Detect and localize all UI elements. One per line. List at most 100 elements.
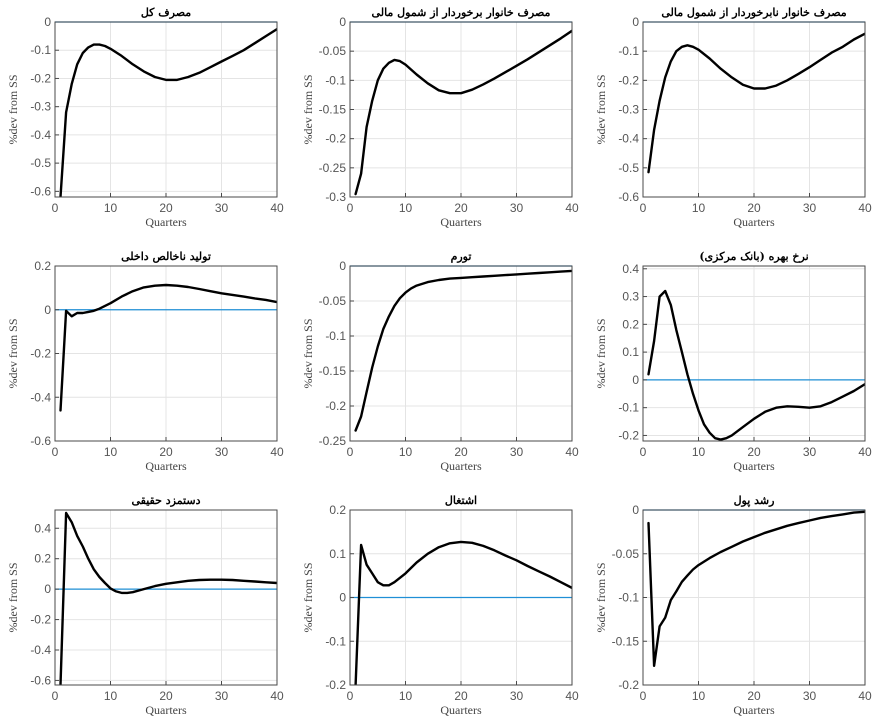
- y-tick-label: 0.1: [329, 547, 346, 561]
- x-tick-label: 40: [565, 689, 579, 703]
- panel-title: اشتغال: [445, 494, 477, 507]
- panel-title: رشد پول: [734, 494, 775, 507]
- y-tick-label: 0.2: [329, 503, 346, 517]
- y-tick-label: -0.1: [325, 329, 346, 343]
- y-tick-label: -0.15: [612, 634, 640, 648]
- x-tick-label: 0: [640, 201, 647, 215]
- x-tick-label: 30: [510, 445, 524, 459]
- y-tick-label: 0.4: [34, 521, 51, 535]
- x-tick-label: 20: [454, 201, 468, 215]
- panel-title: نرخ بهره (بانک مرکزی): [699, 250, 808, 263]
- x-tick-label: 20: [747, 445, 761, 459]
- y-tick-label: -0.4: [618, 132, 639, 146]
- x-axis-label: Quarters: [733, 215, 775, 229]
- x-tick-label: 40: [858, 201, 872, 215]
- panel-title: مصرف کل: [141, 6, 191, 19]
- x-tick-label: 20: [454, 445, 468, 459]
- y-tick-label: -0.2: [618, 678, 639, 692]
- y-tick-label: -0.6: [30, 673, 51, 687]
- y-tick-label: 0.4: [622, 262, 639, 276]
- y-tick-label: -0.2: [325, 399, 346, 413]
- y-tick-label: 0: [632, 503, 639, 517]
- y-tick-label: 0: [632, 373, 639, 387]
- panel-5: 0 10 20 30 40 0 -0.05 -0.1 -0.15 -0.2 -0.25 تورم Qua…: [301, 250, 579, 473]
- y-tick-label: 0.1: [622, 345, 639, 359]
- y-axis-label: %dev from SS: [6, 319, 20, 389]
- panel-title: مصرف خانوار نابرخوردار از شمول مالی: [661, 6, 846, 19]
- panel-4: 0 10 20 30 40 0.2 0 -0.2 -0.4 -0.6 تولید ناخالص دا…: [6, 250, 284, 473]
- x-tick-label: 10: [692, 445, 706, 459]
- x-tick-label: 0: [640, 689, 647, 703]
- x-axis-label: Quarters: [440, 215, 482, 229]
- series-line: [354, 540, 572, 685]
- series-line: [59, 511, 277, 685]
- panel-7: 0 10 20 30 40 0.4 0.2 0 -0.2 -0.4 -0.6 دستمزد حقیقی…: [6, 494, 284, 717]
- y-tick-label: -0.1: [618, 401, 639, 415]
- x-tick-label: 0: [347, 201, 354, 215]
- series-line: [354, 269, 572, 432]
- x-tick-label: 10: [692, 689, 706, 703]
- y-tick-label: 0.2: [622, 317, 639, 331]
- panel-9: 0 10 20 30 40 0 -0.05 -0.1 -0.15 -0.2 رشد پول Quart…: [594, 494, 872, 717]
- x-tick-label: 40: [270, 689, 284, 703]
- y-tick-label: -0.25: [319, 161, 347, 175]
- series-line: [647, 510, 865, 667]
- x-axis-label: Quarters: [145, 215, 187, 229]
- x-tick-label: 40: [858, 445, 872, 459]
- x-tick-label: 40: [270, 201, 284, 215]
- y-tick-label: -0.2: [618, 428, 639, 442]
- x-tick-label: 10: [104, 445, 118, 459]
- series-line: [354, 29, 572, 196]
- x-tick-label: 0: [347, 445, 354, 459]
- x-tick-label: 30: [803, 201, 817, 215]
- x-tick-label: 0: [52, 445, 59, 459]
- y-tick-label: 0.2: [34, 552, 51, 566]
- y-tick-label: -0.05: [319, 44, 347, 58]
- x-axis-label: Quarters: [733, 703, 775, 717]
- y-tick-label: -0.5: [618, 161, 639, 175]
- x-tick-label: 0: [347, 689, 354, 703]
- y-tick-label: -0.3: [618, 103, 639, 117]
- y-axis-label: %dev from SS: [301, 319, 315, 389]
- x-tick-label: 30: [215, 689, 229, 703]
- x-tick-label: 0: [52, 689, 59, 703]
- y-tick-label: 0: [44, 15, 51, 29]
- x-tick-label: 40: [565, 201, 579, 215]
- y-tick-label: -0.1: [618, 591, 639, 605]
- y-axis-label: %dev from SS: [301, 75, 315, 145]
- x-axis-label: Quarters: [145, 459, 187, 473]
- y-tick-label: -0.15: [319, 103, 347, 117]
- y-tick-label: 0.2: [34, 259, 51, 273]
- panel-title: تولید ناخالص داخلی: [121, 250, 211, 263]
- x-tick-label: 10: [399, 445, 413, 459]
- y-tick-label: -0.1: [618, 44, 639, 58]
- y-tick-label: 0: [632, 15, 639, 29]
- x-tick-label: 0: [52, 201, 59, 215]
- panel-3: 0 10 20 30 40 0 -0.1 -0.2 -0.3 -0.4 -0.5 -0.6 مصرف خ…: [594, 6, 872, 229]
- y-tick-label: -0.1: [325, 634, 346, 648]
- x-tick-label: 20: [159, 445, 173, 459]
- y-tick-label: 0: [339, 259, 346, 273]
- y-tick-label: -0.2: [325, 678, 346, 692]
- y-tick-label: -0.6: [30, 184, 51, 198]
- x-tick-label: 20: [747, 201, 761, 215]
- y-tick-label: -0.4: [30, 643, 51, 657]
- x-tick-label: 30: [510, 689, 524, 703]
- x-tick-label: 40: [270, 445, 284, 459]
- panel-title: تورم: [451, 250, 472, 263]
- x-axis-label: Quarters: [440, 703, 482, 717]
- x-axis-label: Quarters: [440, 459, 482, 473]
- x-tick-label: 30: [215, 201, 229, 215]
- y-tick-label: -0.4: [30, 128, 51, 142]
- x-tick-label: 20: [159, 689, 173, 703]
- x-tick-label: 10: [104, 201, 118, 215]
- x-tick-label: 0: [640, 445, 647, 459]
- y-tick-label: -0.3: [325, 190, 346, 204]
- y-tick-label: -0.05: [319, 294, 347, 308]
- y-tick-label: -0.2: [325, 132, 346, 146]
- y-tick-label: 0.3: [622, 290, 639, 304]
- x-tick-label: 40: [858, 689, 872, 703]
- y-tick-label: -0.25: [319, 434, 347, 448]
- panel-2: 0 10 20 30 40 0 -0.05 -0.1 -0.15 -0.2 -0.25 -0.3 مصر…: [301, 6, 579, 229]
